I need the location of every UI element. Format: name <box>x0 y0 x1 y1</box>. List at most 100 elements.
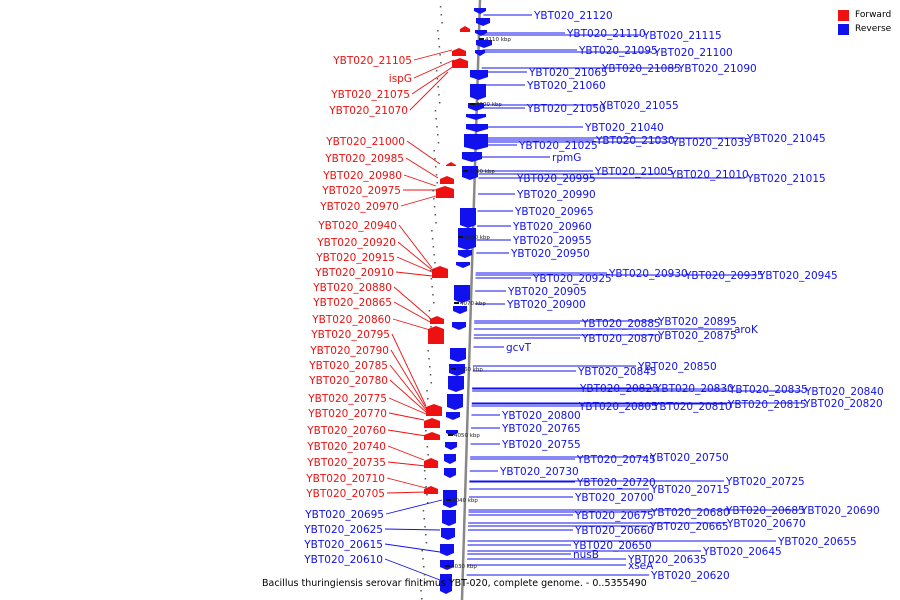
reverse-gene-label: YBT020_20805 <box>578 401 658 413</box>
reverse-gene-label: YBT020_20715 <box>650 484 730 496</box>
scale-dot <box>437 38 440 40</box>
reverse-gene-feature <box>458 250 472 258</box>
reverse-gene-feature <box>475 50 485 56</box>
reverse-gene-label: YBT020_20835 <box>728 384 808 396</box>
scale-dot <box>428 358 430 360</box>
reverse-leader-line <box>384 528 441 531</box>
scale-dot <box>432 294 434 296</box>
forward-leader-line <box>409 71 449 111</box>
reverse-gene-label: YBT020_20725 <box>725 476 805 488</box>
reverse-gene-label: YBT020_21035 <box>671 137 751 149</box>
forward-gene-label: YBT020_20880 <box>312 282 392 294</box>
scale-dot <box>425 486 427 488</box>
forward-gene-label: YBT020_20985 <box>324 153 404 165</box>
reverse-gene-feature <box>462 166 478 180</box>
scale-dot <box>427 350 429 352</box>
reverse-gene-feature <box>464 134 488 150</box>
reverse-gene-feature <box>458 228 476 250</box>
scale-dot <box>426 446 429 448</box>
scale-dot <box>425 430 427 432</box>
reverse-gene-label: YBT020_20925 <box>532 273 612 285</box>
reverse-gene-label: YBT020_20960 <box>512 221 592 233</box>
reverse-gene-label: YBT020_20815 <box>727 399 807 411</box>
reverse-gene-label: YBT020_20825 <box>579 383 659 395</box>
forward-leader-line <box>389 364 427 411</box>
reverse-gene-label: YBT020_20625 <box>303 524 383 536</box>
scale-dot <box>425 542 428 544</box>
reverse-gene-label: YBT020_20995 <box>516 173 596 185</box>
reverse-gene-label: YBT020_20930 <box>608 268 688 280</box>
ruler-tick-mark <box>463 170 468 172</box>
reverse-gene-label: YBT020_20665 <box>649 521 729 533</box>
reverse-gene-label: YBT020_20655 <box>777 536 857 548</box>
reverse-leader-line <box>384 558 441 581</box>
scale-dot <box>440 14 443 16</box>
scale-dot <box>439 6 442 8</box>
forward-leader-line <box>387 445 425 461</box>
reverse-gene-label: YBT020_20905 <box>507 286 587 298</box>
reverse-gene-feature <box>446 412 460 420</box>
ruler-tick-mark <box>451 368 456 370</box>
forward-gene-label: YBT020_20735 <box>306 457 386 469</box>
reverse-gene-label: YBT020_20635 <box>627 554 707 566</box>
reverse-gene-label: YBT020_20680 <box>650 507 730 519</box>
forward-gene-feature <box>436 186 454 198</box>
reverse-gene-feature <box>448 376 464 392</box>
legend-forward: Forward <box>838 8 891 22</box>
reverse-gene-feature <box>462 152 482 162</box>
reverse-gene-label: YBT020_20950 <box>510 248 590 260</box>
scale-dot <box>434 262 436 264</box>
reverse-gene-feature <box>452 322 466 330</box>
scale-dot <box>434 214 437 216</box>
scale-dot <box>430 278 433 280</box>
reverse-gene-label: xseA <box>628 560 654 572</box>
reverse-gene-label: YBT020_20965 <box>514 206 594 218</box>
forward-gene-label: YBT020_20790 <box>309 345 389 357</box>
forward-leader-line <box>391 333 427 407</box>
forward-gene-label: YBT020_20770 <box>307 408 387 420</box>
reverse-gene-label: YBT020_21110 <box>566 28 646 40</box>
scale-dot <box>423 566 425 568</box>
reverse-gene-feature <box>470 70 488 80</box>
scale-dot <box>438 46 441 48</box>
reverse-leader-line <box>384 543 441 553</box>
reverse-gene-feature <box>444 454 456 464</box>
reverse-gene-label: YBT020_21100 <box>653 47 733 59</box>
reverse-gene-label: YBT020_20695 <box>304 509 384 521</box>
forward-leader-line <box>389 379 427 413</box>
reverse-gene-label: YBT020_20900 <box>506 299 586 311</box>
reverse-gene-label: YBT020_20750 <box>649 452 729 464</box>
forward-gene-feature <box>446 162 456 166</box>
forward-gene-feature <box>426 404 442 416</box>
forward-gene-label: YBT020_21000 <box>325 136 405 148</box>
reverse-gene-feature <box>447 394 463 410</box>
forward-gene-feature <box>424 432 440 440</box>
scale-dot <box>429 366 431 368</box>
reverse-gene-feature <box>460 208 476 228</box>
scale-dot <box>426 390 428 392</box>
scale-dot <box>435 166 437 168</box>
forward-leader-line <box>397 241 433 271</box>
scale-dot <box>431 230 433 232</box>
forward-gene-feature <box>424 458 438 468</box>
scale-dot <box>422 558 424 560</box>
reverse-gene-feature <box>475 30 487 36</box>
forward-leader-line <box>400 195 437 207</box>
forward-gene-label: YBT020_21070 <box>328 105 408 117</box>
forward-leader-line <box>388 412 425 421</box>
ruler-tick-mark <box>445 565 450 567</box>
forward-gene-label: YBT020_20785 <box>308 360 388 372</box>
reverse-gene-label: YBT020_20645 <box>702 546 782 558</box>
reverse-gene-label: YBT020_20800 <box>501 410 581 422</box>
reverse-gene-label: YBT020_21085 <box>601 63 681 75</box>
reverse-gene-feature <box>476 18 490 26</box>
forward-gene-label: YBT020_20975 <box>321 185 401 197</box>
reverse-gene-feature <box>442 510 456 526</box>
reverse-gene-label: YBT020_20830 <box>654 383 734 395</box>
scale-dot <box>422 510 425 512</box>
ruler-tick-mark <box>470 103 475 105</box>
scale-dot <box>421 598 423 600</box>
scale-dot <box>437 86 439 88</box>
forward-leader-line <box>386 491 427 494</box>
